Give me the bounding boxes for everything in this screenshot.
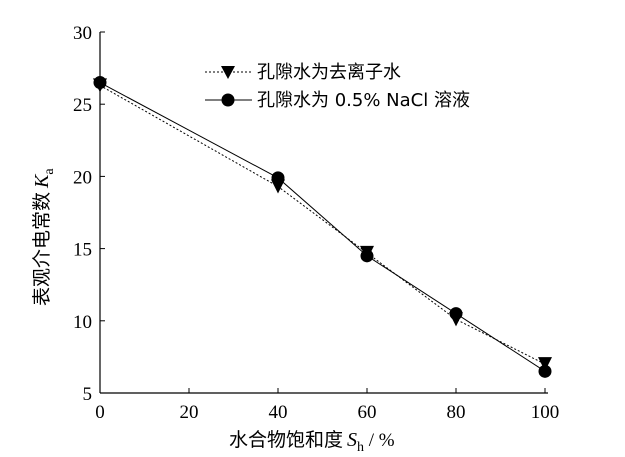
series-line-1 [99,84,546,365]
x-tick-label: 0 [95,402,105,423]
y-axis-title-var: K [31,173,53,189]
x-axis-title-sub: h [357,440,364,455]
data-point-series-2 [271,171,285,185]
data-point-series-2 [360,249,374,263]
legend-marker-series-2 [221,93,235,107]
series-markers [93,76,552,378]
legend-marker-series-1 [221,66,235,79]
series-line-2 [99,82,546,372]
x-axis-title-var: S [347,429,357,451]
ticks [99,31,546,394]
data-point-series-2 [538,364,552,378]
y-tick-label: 15 [73,240,92,261]
tick-labels: 0 20 40 60 80 100 5 10 15 20 25 30 [73,23,559,423]
y-tick-label: 5 [83,384,93,405]
x-axis-title: 水合物饱和度 Sh / % [229,429,395,455]
y-tick-label: 10 [73,312,92,333]
legend-label-series-1: 孔隙水为去离子水 [257,62,401,83]
x-tick-label: 80 [447,402,466,423]
y-tick-label: 30 [73,23,92,44]
x-axis-title-text: 水合物饱和度 [229,429,343,451]
y-tick-label: 25 [73,95,92,116]
y-axis-title: 表观介电常数 Ka [31,168,57,306]
data-point-series-2 [449,307,463,321]
x-tick-label: 60 [358,402,377,423]
y-axis-title-sub: a [42,168,57,175]
y-axis-title-text: 表观介电常数 [31,192,53,306]
data-point-series-1 [538,357,552,372]
data-point-series-2 [93,76,107,90]
x-axis-title-unit: / % [364,430,395,451]
x-tick-label: 100 [531,402,560,423]
x-tick-label: 20 [180,402,199,423]
y-tick-label: 20 [73,167,92,188]
legend: 孔隙水为去离子水 孔隙水为 0.5% NaCl 溶液 [205,62,470,111]
series-lines [99,82,546,372]
legend-label-series-2: 孔隙水为 0.5% NaCl 溶液 [257,90,470,111]
x-tick-label: 40 [269,402,288,423]
